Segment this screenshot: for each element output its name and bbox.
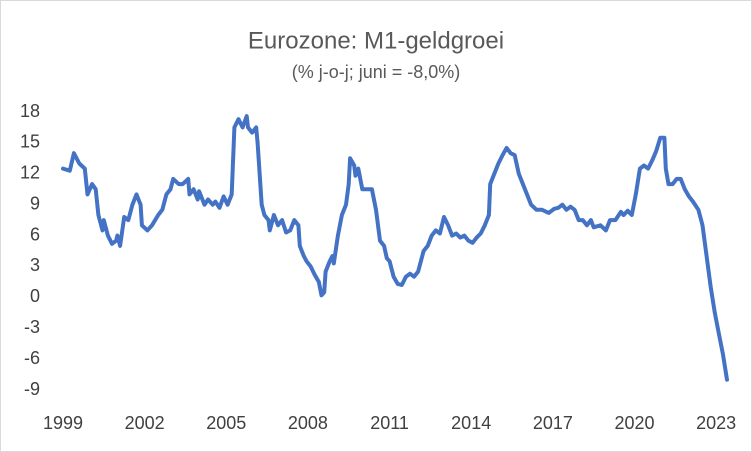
y-tick-label: -3 (24, 317, 40, 337)
x-tick-label: 2020 (614, 413, 654, 433)
y-tick-label: 6 (30, 224, 40, 244)
x-tick-label: 2002 (125, 413, 165, 433)
x-tick-label: 2017 (533, 413, 573, 433)
x-tick-label: 2011 (370, 413, 409, 433)
chart-subtitle: (% j-o-j; juni = -8,0%) (292, 62, 461, 82)
y-tick-label: -9 (24, 379, 40, 399)
y-tick-label: 0 (30, 286, 40, 306)
y-tick-label: -6 (24, 348, 40, 368)
y-tick-label: 18 (20, 101, 40, 121)
x-tick-label: 2023 (696, 413, 736, 433)
x-tick-label: 2014 (451, 413, 491, 433)
y-tick-label: 15 (20, 132, 40, 152)
x-tick-label: 2008 (288, 413, 328, 433)
x-tick-label: 2005 (206, 413, 246, 433)
y-tick-label: 12 (20, 163, 40, 183)
chart-title: Eurozone: M1-geldgroei (248, 27, 504, 54)
y-tick-label: 3 (30, 255, 40, 275)
x-tick-label: 1999 (43, 413, 83, 433)
line-series (61, 114, 729, 382)
y-tick-label: 9 (30, 193, 40, 213)
